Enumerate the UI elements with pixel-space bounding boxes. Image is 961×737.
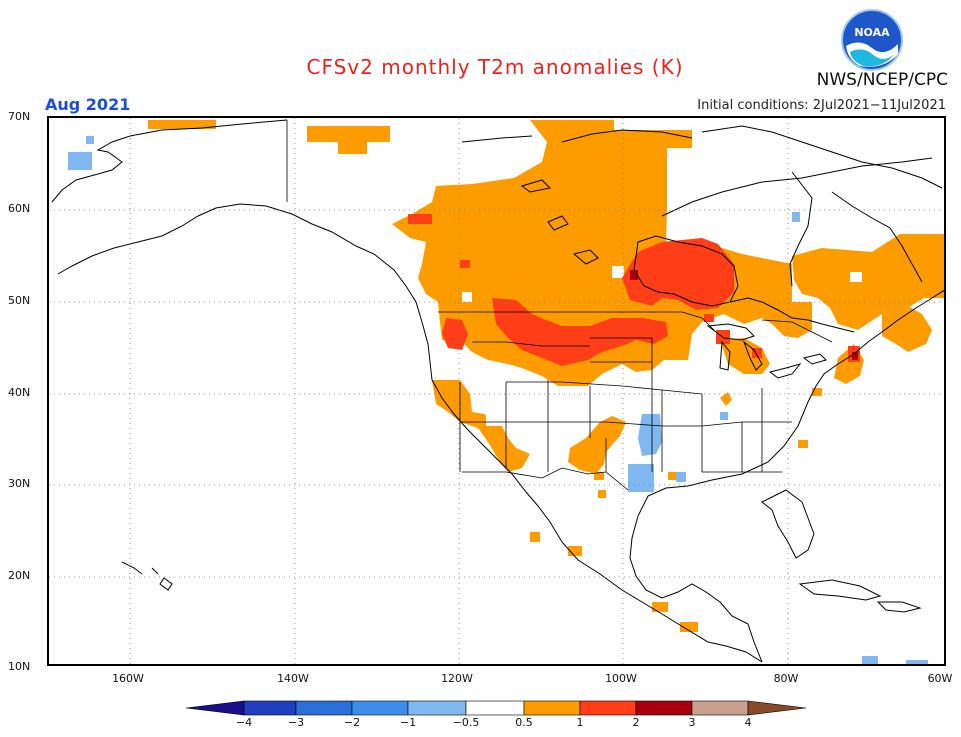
colorbar-seg-neutral	[465, 700, 525, 716]
lat-label-10n: 10N	[8, 660, 31, 673]
coastlines	[51, 119, 944, 663]
anomaly-layer-1-2	[408, 214, 860, 366]
colorbar-seg-gt-4	[747, 700, 807, 716]
valid-month: Aug 2021	[45, 95, 131, 114]
colorbar-seg-m2-m1	[351, 700, 409, 716]
colorbar-tick-m1: −1	[399, 716, 417, 729]
lat-label-20n: 20N	[8, 569, 31, 582]
colorbar-seg-m1-m05	[407, 700, 467, 716]
graticule	[49, 118, 944, 664]
colorbar-seg-lt-m4	[186, 700, 245, 716]
colorbar-seg-m4-m3	[243, 700, 297, 716]
anomaly-layer-0.5-1	[148, 120, 944, 632]
lon-label-80w: 80W	[773, 672, 799, 685]
colorbar-tick-p1: 1	[576, 716, 584, 729]
colorbar	[186, 700, 807, 716]
map-panel	[47, 116, 946, 666]
colorbar-tick-m3: −3	[287, 716, 305, 729]
colorbar-tick-p2: 2	[632, 716, 640, 729]
colorbar-tick-p4: 4	[744, 716, 752, 729]
colorbar-tick-m2: −2	[343, 716, 361, 729]
colorbar-seg-p1-2	[579, 700, 637, 716]
colorbar-tick-p05: 0.5	[515, 716, 533, 729]
colorbar-tick-m05: −0.5	[452, 716, 480, 729]
initial-conditions: Initial conditions: 2Jul2021−11Jul2021	[697, 98, 946, 113]
map-title: CFSv2 monthly T2m anomalies (K)	[306, 55, 684, 79]
colorbar-seg-m3-m2	[295, 700, 353, 716]
lat-label-60n: 60N	[8, 202, 31, 215]
lon-label-120w: 120W	[441, 672, 473, 685]
lat-label-40n: 40N	[8, 386, 31, 399]
logo-text: NOAA	[854, 26, 890, 39]
colorbar-tick-p3: 3	[688, 716, 696, 729]
lon-label-160w: 160W	[112, 672, 144, 685]
colorbar-seg-p05-1	[523, 700, 581, 716]
lon-label-140w: 140W	[277, 672, 309, 685]
lon-label-60w: 60W	[927, 672, 953, 685]
borders	[286, 120, 833, 491]
anomaly-layer-2-3	[630, 270, 858, 360]
lat-label-50n: 50N	[8, 294, 31, 307]
anomaly-map	[49, 118, 944, 664]
lat-label-70n: 70N	[8, 110, 31, 123]
colorbar-seg-p2-3	[635, 700, 693, 716]
lon-label-100w: 100W	[605, 672, 637, 685]
colorbar-seg-p3-4	[691, 700, 749, 716]
lat-label-30n: 30N	[8, 477, 31, 490]
colorbar-tick-m4: −4	[235, 716, 253, 729]
noaa-logo: NOAA	[841, 9, 903, 71]
agency-label: NWS/NCEP/CPC	[816, 70, 948, 90]
great-lakes	[520, 179, 827, 379]
